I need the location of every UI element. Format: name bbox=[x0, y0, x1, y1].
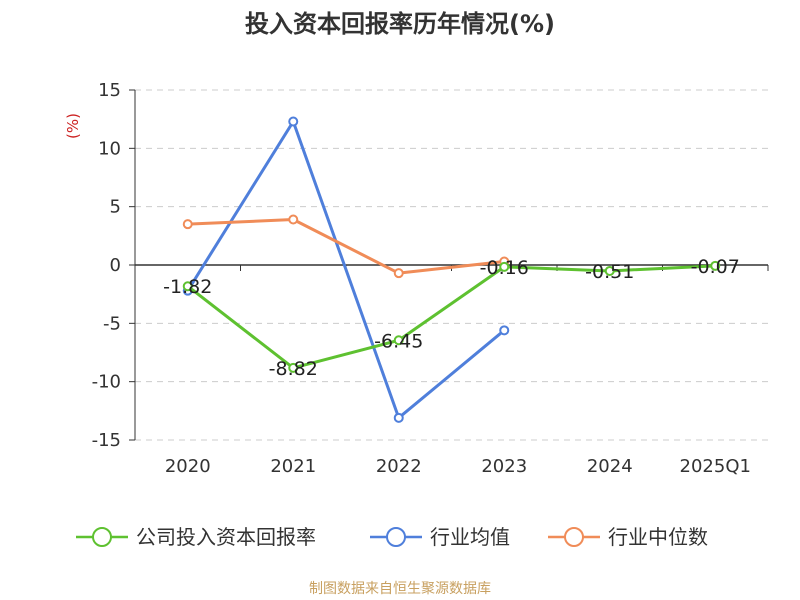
data-point bbox=[499, 325, 510, 336]
data-labels: -1.82 -8.82 -6.45 -0.16 -0.51 -0.07 bbox=[163, 256, 740, 380]
x-tick-label: 2022 bbox=[376, 456, 422, 477]
legend-swatch-marker bbox=[92, 527, 112, 547]
legend-label: 行业均值 bbox=[430, 525, 510, 549]
legend-swatch-marker bbox=[564, 527, 584, 547]
x-tick-label: 2023 bbox=[481, 456, 527, 477]
footer-source: 制图数据来自恒生聚源数据库 bbox=[309, 581, 491, 597]
legend-label: 行业中位数 bbox=[608, 525, 708, 549]
axes: 15 10 5 0 -5 -10 -15 2020 2021 2022 2023 2024 2025Q1… bbox=[64, 80, 769, 477]
data-point bbox=[393, 335, 404, 346]
data-point bbox=[182, 281, 193, 292]
series-line-2 bbox=[186, 218, 506, 275]
y-tick-label: 5 bbox=[110, 197, 121, 218]
y-tick-label: 0 bbox=[110, 255, 121, 276]
data-label: -8.82 bbox=[269, 358, 318, 380]
x-tick-label: 2025Q1 bbox=[680, 456, 751, 477]
series-line-0 bbox=[186, 264, 717, 370]
x-tick-label: 2020 bbox=[165, 456, 211, 477]
series-line-1 bbox=[186, 120, 506, 420]
y-tick-label: 15 bbox=[98, 80, 121, 101]
chart-title: 投入资本回报率历年情况(%) bbox=[245, 10, 555, 38]
data-point bbox=[288, 214, 299, 225]
legend-label: 公司投入资本回报率 bbox=[136, 525, 316, 549]
x-tick-label: 2021 bbox=[270, 456, 316, 477]
data-label: -0.07 bbox=[691, 256, 740, 278]
y-tick-label: -10 bbox=[92, 372, 121, 393]
data-point bbox=[604, 265, 615, 276]
legend: 公司投入资本回报率 行业均值 行业中位数 bbox=[76, 525, 708, 549]
y-tick-label: -15 bbox=[92, 430, 121, 451]
data-label: -6.45 bbox=[374, 330, 423, 352]
data-label: -1.82 bbox=[163, 276, 212, 298]
legend-swatch-marker bbox=[386, 527, 406, 547]
series-lines bbox=[182, 116, 721, 423]
data-label: -0.16 bbox=[480, 257, 529, 279]
data-point bbox=[288, 362, 299, 373]
data-point bbox=[499, 261, 510, 272]
data-point bbox=[710, 260, 721, 271]
y-axis-label: (%) bbox=[64, 113, 82, 139]
y-tick-label: 10 bbox=[98, 138, 121, 159]
y-tick-label: -5 bbox=[103, 313, 121, 334]
data-point bbox=[393, 268, 404, 279]
x-tick-label: 2024 bbox=[587, 456, 633, 477]
data-point bbox=[288, 116, 299, 127]
data-point bbox=[182, 219, 193, 230]
data-label: -0.51 bbox=[585, 261, 634, 283]
data-point bbox=[393, 412, 404, 423]
